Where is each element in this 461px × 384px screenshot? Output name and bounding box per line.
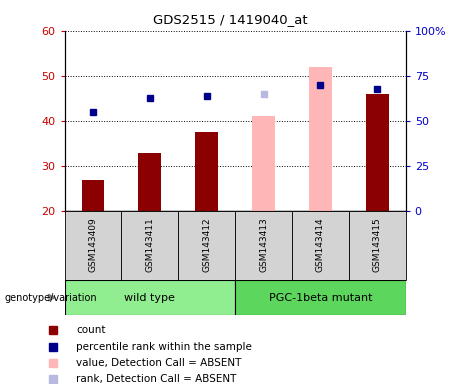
Bar xyxy=(292,211,349,280)
Text: GSM143413: GSM143413 xyxy=(259,217,268,272)
Text: GSM143409: GSM143409 xyxy=(89,217,97,272)
Bar xyxy=(195,132,218,211)
Bar xyxy=(65,280,235,315)
Text: rank, Detection Call = ABSENT: rank, Detection Call = ABSENT xyxy=(77,374,236,384)
Bar xyxy=(65,211,121,280)
Text: genotype/variation: genotype/variation xyxy=(5,293,97,303)
Text: wild type: wild type xyxy=(124,293,175,303)
Text: GSM143414: GSM143414 xyxy=(316,217,325,272)
Text: percentile rank within the sample: percentile rank within the sample xyxy=(77,342,252,352)
Text: GSM143412: GSM143412 xyxy=(202,217,211,272)
Bar xyxy=(178,211,235,280)
Bar xyxy=(309,67,332,211)
Text: GSM143411: GSM143411 xyxy=(145,217,154,272)
Bar xyxy=(366,94,389,211)
Text: count: count xyxy=(77,326,106,336)
Bar xyxy=(138,152,161,211)
Text: GDS2515 / 1419040_at: GDS2515 / 1419040_at xyxy=(153,13,308,26)
Bar xyxy=(235,211,292,280)
Text: GSM143415: GSM143415 xyxy=(373,217,382,272)
Bar xyxy=(235,280,406,315)
Bar xyxy=(349,211,406,280)
Bar xyxy=(82,180,104,211)
Bar xyxy=(121,211,178,280)
Text: PGC-1beta mutant: PGC-1beta mutant xyxy=(269,293,372,303)
Text: value, Detection Call = ABSENT: value, Detection Call = ABSENT xyxy=(77,358,242,367)
Bar xyxy=(252,116,275,211)
